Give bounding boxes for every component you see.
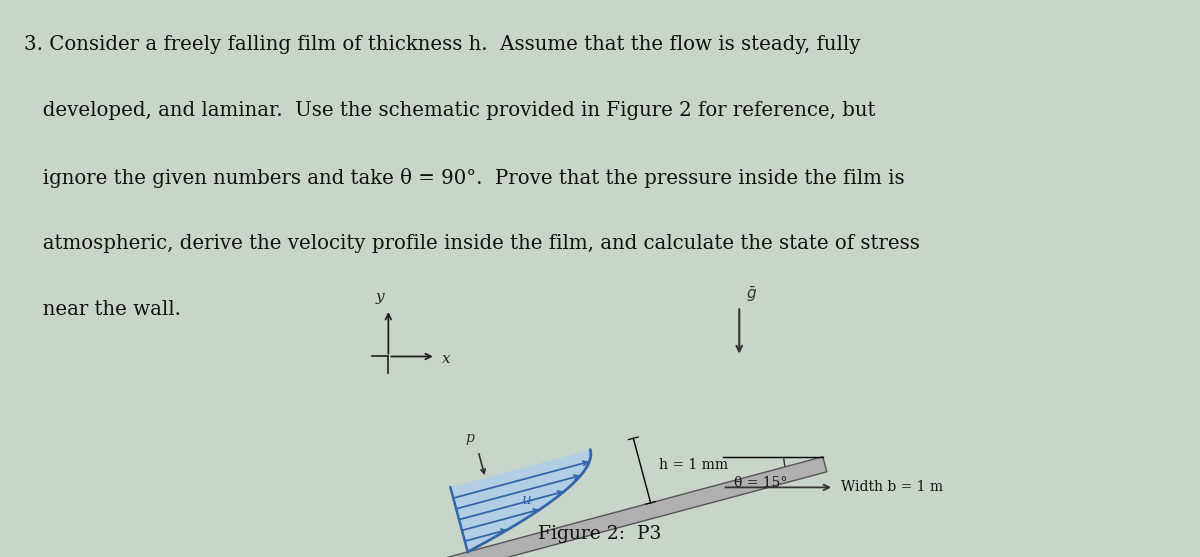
Text: $\bar{g}$: $\bar{g}$	[746, 285, 757, 304]
Polygon shape	[450, 450, 590, 552]
Text: Width b = 1 m: Width b = 1 m	[841, 480, 943, 495]
Polygon shape	[338, 457, 827, 557]
Text: near the wall.: near the wall.	[24, 300, 181, 319]
Text: y: y	[376, 290, 384, 304]
Text: u: u	[522, 493, 533, 507]
Text: developed, and laminar.  Use the schematic provided in Figure 2 for reference, b: developed, and laminar. Use the schemati…	[24, 101, 876, 120]
Text: h = 1 mm: h = 1 mm	[659, 458, 728, 472]
Text: atmospheric, derive the velocity profile inside the film, and calculate the stat: atmospheric, derive the velocity profile…	[24, 234, 920, 253]
Text: ignore the given numbers and take θ = 90°.  Prove that the pressure inside the f: ignore the given numbers and take θ = 90…	[24, 168, 905, 188]
Text: Figure 2:  P3: Figure 2: P3	[539, 525, 661, 543]
Text: p: p	[466, 432, 474, 446]
Text: θ = 15°: θ = 15°	[733, 476, 787, 490]
Text: x: x	[443, 352, 451, 367]
Text: 3. Consider a freely falling film of thickness h.  Assume that the flow is stead: 3. Consider a freely falling film of thi…	[24, 35, 860, 54]
